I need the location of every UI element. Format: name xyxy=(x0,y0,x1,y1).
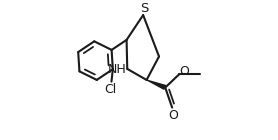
Text: Cl: Cl xyxy=(105,83,117,96)
Text: NH: NH xyxy=(108,63,126,76)
Text: S: S xyxy=(140,2,148,15)
Polygon shape xyxy=(147,79,166,90)
Text: O: O xyxy=(168,109,178,122)
Text: O: O xyxy=(180,65,190,78)
